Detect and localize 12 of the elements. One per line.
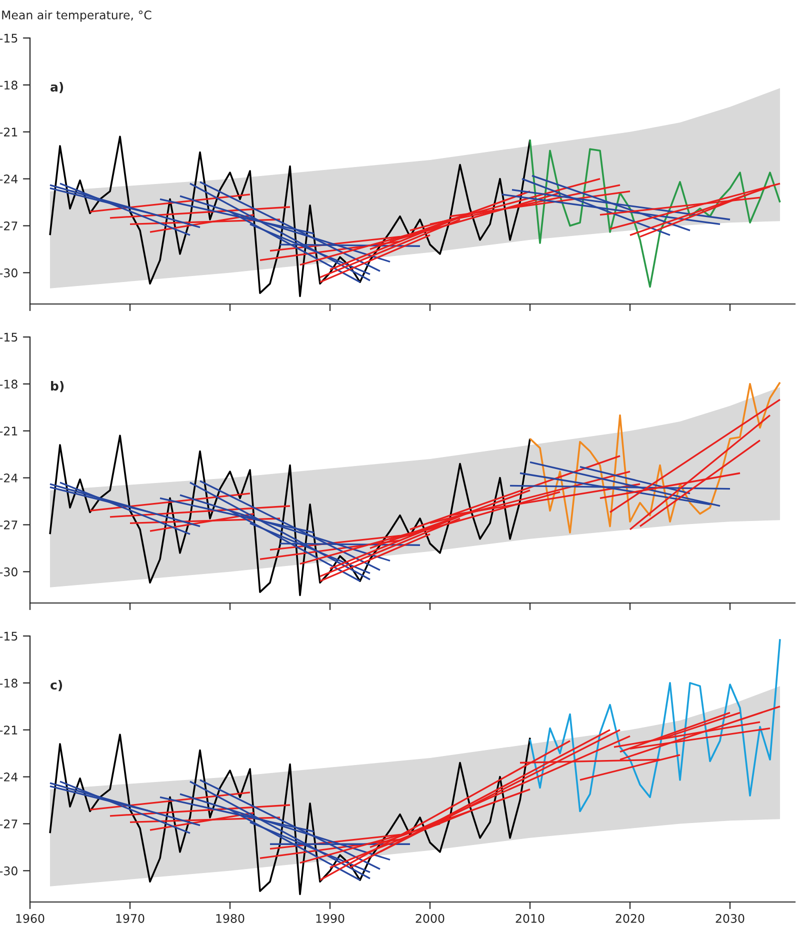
annotation: c) — [50, 680, 62, 692]
x-tick-label: 1970 — [116, 914, 144, 923]
x-tick-label: 2030 — [716, 914, 744, 923]
x-tick-label: 2020 — [616, 914, 644, 923]
x-tick-label: 2000 — [416, 914, 444, 923]
annotation: a) — [50, 82, 64, 94]
x-tick-label: 2010 — [516, 914, 544, 923]
annotation: b) — [51, 380, 64, 392]
x-tick-label: 1980 — [216, 914, 244, 923]
y-axis-title: Mean air temperature, °C — [2, 10, 152, 22]
x-tick-label: 1990 — [316, 914, 344, 923]
x-tick-label: 1960 — [16, 914, 44, 923]
